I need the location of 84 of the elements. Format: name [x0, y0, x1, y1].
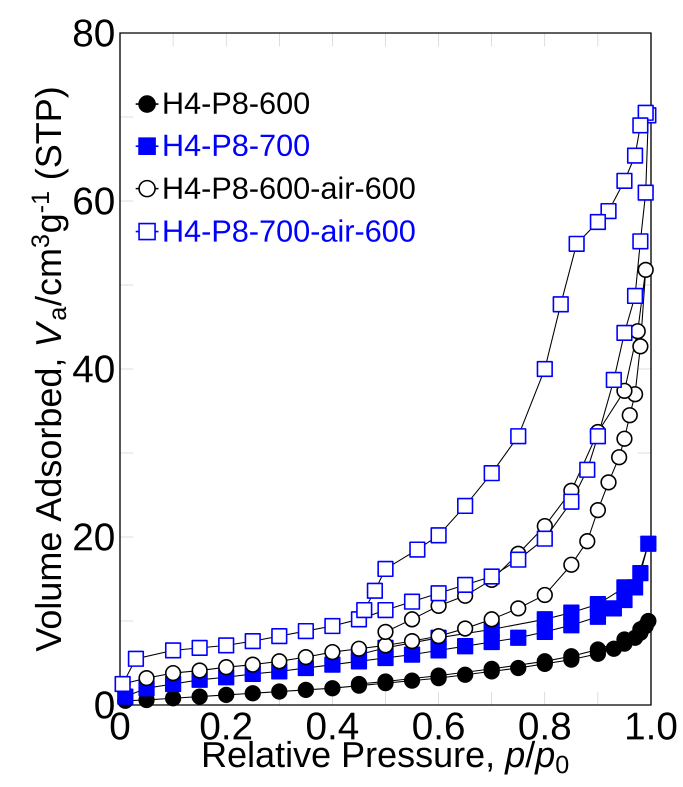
point — [298, 622, 314, 640]
point — [457, 620, 474, 637]
point — [640, 536, 656, 552]
point — [590, 428, 606, 444]
point — [563, 494, 580, 510]
point — [632, 117, 649, 134]
point — [510, 660, 526, 676]
legend-label: H4-P8-600-air-600 — [164, 176, 415, 200]
x-tick-label: 1.0 — [627, 712, 676, 740]
point — [632, 233, 649, 250]
point — [164, 642, 182, 659]
point — [324, 680, 341, 696]
y-tick-label: 80 — [74, 19, 114, 47]
point — [164, 690, 182, 706]
point — [271, 683, 288, 700]
point — [404, 672, 420, 689]
point — [590, 596, 606, 612]
point — [536, 611, 553, 628]
point — [324, 618, 341, 634]
point — [552, 296, 569, 312]
point — [536, 360, 553, 378]
point — [218, 686, 234, 704]
point — [366, 582, 384, 599]
point — [484, 568, 500, 585]
point — [616, 324, 633, 342]
point — [510, 428, 526, 444]
point — [377, 560, 394, 578]
point — [457, 638, 474, 654]
point — [356, 602, 372, 618]
point — [298, 648, 314, 666]
point — [510, 630, 526, 646]
point — [244, 685, 261, 702]
point — [632, 564, 649, 582]
y-tick-label: 40 — [73, 355, 114, 383]
x-tick-label: 0.8 — [519, 712, 570, 740]
point — [590, 214, 606, 230]
point — [616, 172, 633, 189]
point — [579, 462, 596, 478]
point — [457, 498, 474, 514]
point — [218, 637, 234, 654]
y-tick-label: 20 — [74, 523, 114, 551]
point — [510, 552, 526, 568]
point — [271, 653, 288, 670]
legend-label: H4-P8-700 — [164, 134, 310, 156]
point — [638, 184, 654, 201]
x-tick-label: 0.2 — [200, 712, 252, 740]
point — [626, 288, 644, 304]
x-axis-title: Relative Pressure, p/p$_{0}$ — [204, 740, 568, 774]
point — [244, 633, 261, 650]
point — [409, 541, 426, 558]
point — [484, 611, 500, 628]
x-tick-label: 0.6 — [413, 712, 464, 740]
point — [626, 148, 644, 164]
point — [164, 664, 182, 682]
point — [536, 530, 553, 547]
point — [377, 602, 394, 618]
point — [271, 628, 288, 644]
point — [324, 644, 341, 660]
point — [616, 579, 633, 596]
point — [404, 633, 420, 650]
point — [430, 527, 447, 544]
point — [457, 576, 474, 594]
point — [377, 637, 394, 654]
point — [568, 236, 585, 252]
point — [244, 656, 261, 673]
point — [457, 666, 474, 683]
point — [192, 640, 208, 656]
point — [192, 688, 208, 705]
point — [606, 372, 622, 388]
point — [350, 640, 368, 657]
point — [128, 650, 144, 667]
y-axis-title: Volume Adsorbed, V$_{a}$/cm$^{3}$g$^{-1}$ (STP) — [31, 88, 68, 652]
x-tick-label: 0.4 — [307, 712, 358, 740]
y-tick-label: 60 — [74, 187, 114, 215]
point — [192, 662, 208, 679]
point — [563, 604, 580, 621]
point — [138, 670, 155, 686]
point — [218, 659, 234, 676]
legend-label: H4-P8-700-air-600 — [164, 219, 415, 242]
point — [484, 465, 500, 482]
point — [298, 682, 314, 698]
legend-label: H4-P8-600 — [164, 92, 310, 114]
point — [430, 585, 447, 602]
point — [404, 594, 420, 610]
